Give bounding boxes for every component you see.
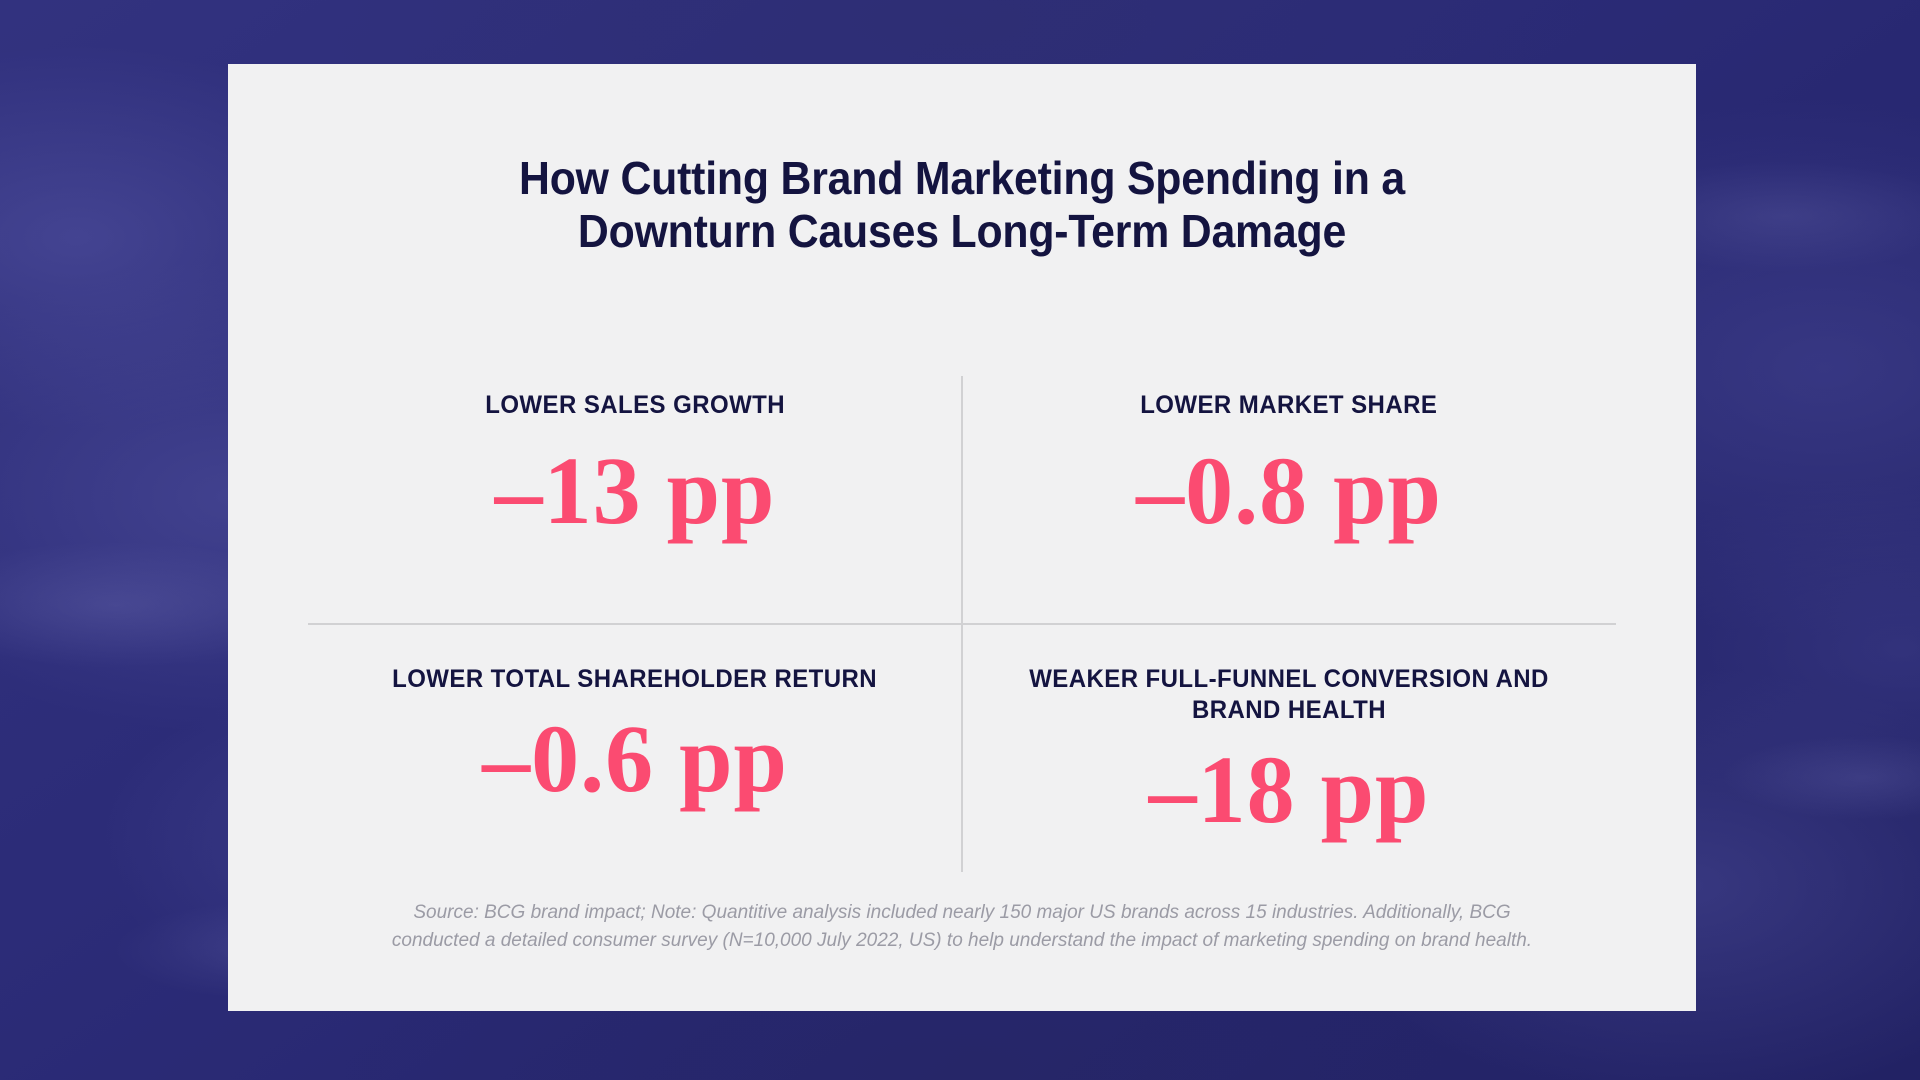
metrics-grid: LOWER SALES GROWTH –13 pp LOWER MARKET S…: [308, 364, 1616, 884]
metric-value: –0.8 pp: [1136, 437, 1442, 544]
metric-value: –18 pp: [1148, 736, 1430, 843]
infographic-card: How Cutting Brand Marketing Spending in …: [228, 64, 1696, 1011]
metric-label: LOWER TOTAL SHAREHOLDER RETURN: [392, 665, 878, 693]
horizontal-divider: [308, 623, 1616, 625]
page-title: How Cutting Brand Marketing Spending in …: [519, 152, 1405, 258]
metric-label: WEAKER FULL-FUNNEL CONVERSION AND BRAND …: [1029, 665, 1549, 724]
metric-label: LOWER MARKET SHARE: [1140, 391, 1438, 419]
source-footnote: Source: BCG brand impact; Note: Quantiti…: [391, 901, 1533, 951]
metric-value: –13 pp: [494, 437, 776, 544]
metric-cell-market-share: LOWER MARKET SHARE –0.8 pp: [962, 364, 1616, 624]
metric-cell-sales-growth: LOWER SALES GROWTH –13 pp: [308, 364, 962, 624]
metric-cell-funnel-conversion: WEAKER FULL-FUNNEL CONVERSION AND BRAND …: [962, 624, 1616, 884]
metric-cell-shareholder-return: LOWER TOTAL SHAREHOLDER RETURN –0.6 pp: [308, 624, 962, 884]
metric-value: –0.6 pp: [482, 705, 788, 812]
metric-label: LOWER SALES GROWTH: [485, 391, 785, 419]
